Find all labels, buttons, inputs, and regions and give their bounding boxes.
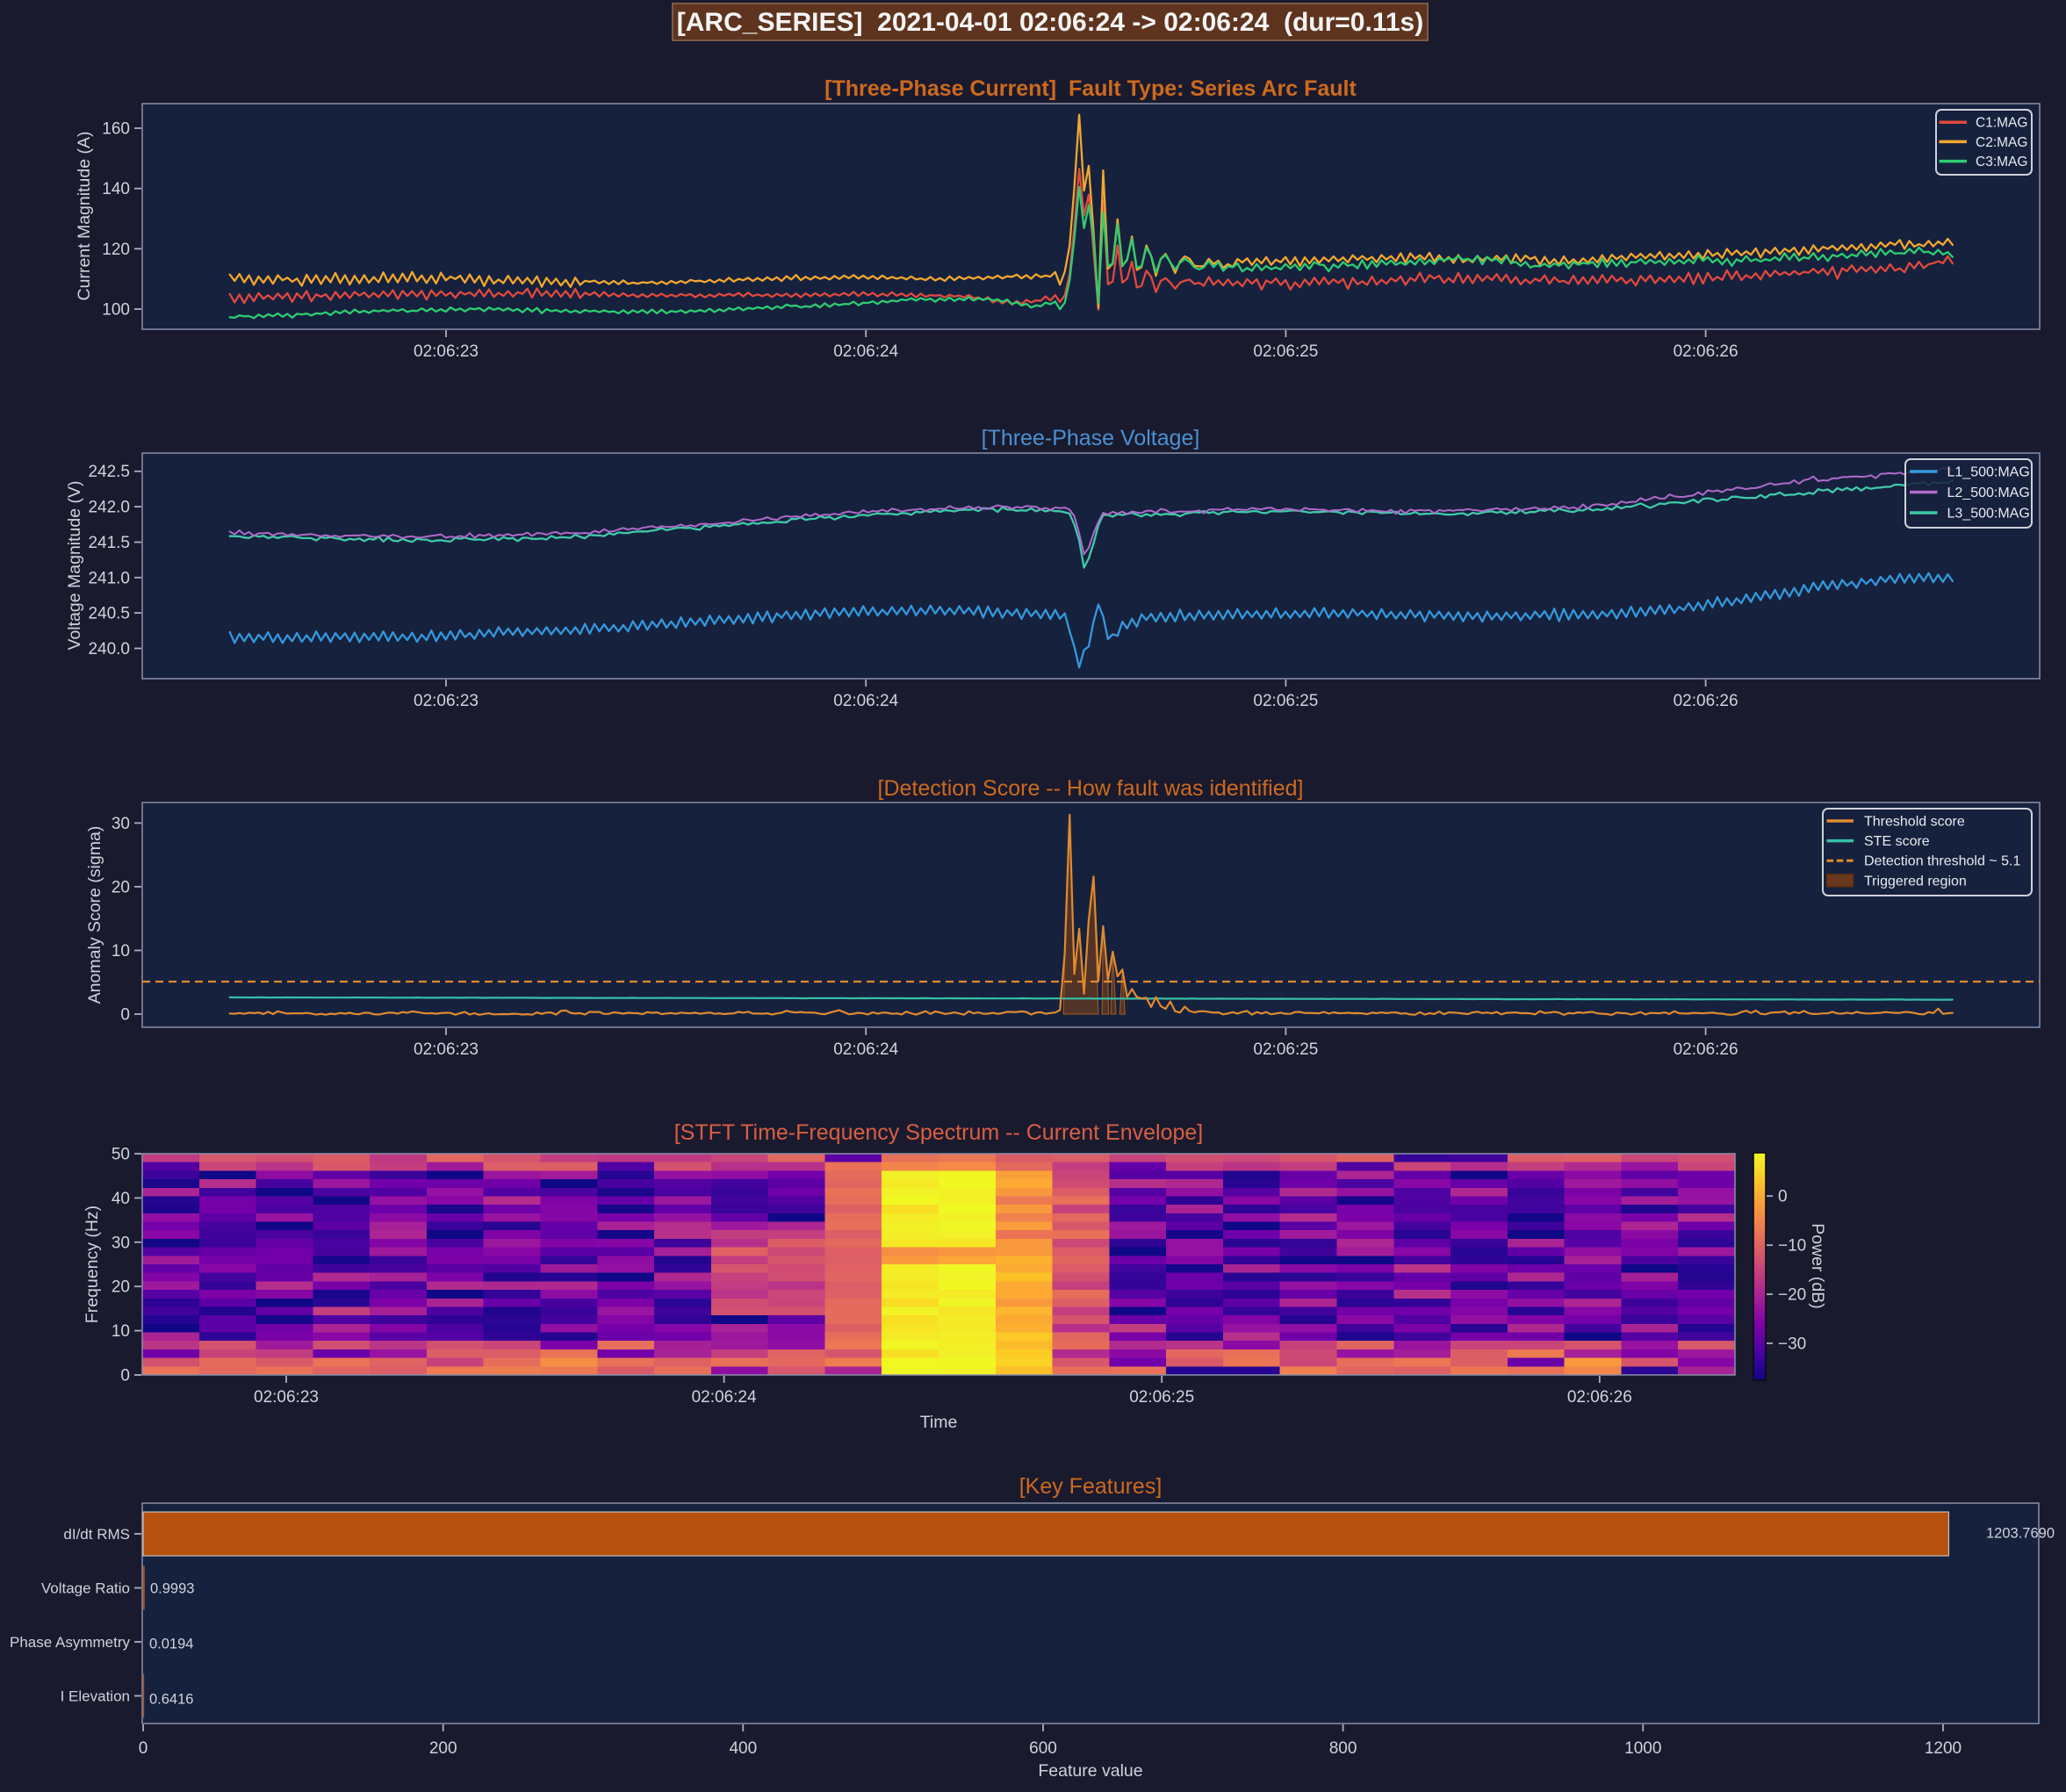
svg-text:02:06:24: 02:06:24 <box>692 1388 757 1407</box>
svg-text:20: 20 <box>112 1278 130 1297</box>
svg-text:10: 10 <box>112 942 130 961</box>
svg-text:[ARC_SERIES] 2021-04-01 02:06: [ARC_SERIES] 2021-04-01 02:06:24 -> 02:0… <box>677 8 1423 37</box>
svg-text:Triggered region: Triggered region <box>1864 874 1967 889</box>
svg-text:Power (dB): Power (dB) <box>1808 1223 1827 1309</box>
svg-text:Time: Time <box>920 1413 958 1432</box>
svg-text:−30: −30 <box>1778 1335 1806 1354</box>
svg-text:L1_500:MAG: L1_500:MAG <box>1947 465 2030 480</box>
svg-text:40: 40 <box>112 1190 130 1208</box>
svg-text:20: 20 <box>112 878 130 896</box>
svg-text:I Elevation: I Elevation <box>61 1688 130 1705</box>
svg-text:1000: 1000 <box>1624 1739 1661 1758</box>
svg-text:C1:MAG: C1:MAG <box>1976 116 2027 131</box>
svg-text:dI/dt RMS: dI/dt RMS <box>63 1526 130 1543</box>
svg-text:Threshold score: Threshold score <box>1864 815 1965 830</box>
svg-text:02:06:25: 02:06:25 <box>1253 1040 1318 1059</box>
svg-text:50: 50 <box>112 1146 130 1164</box>
svg-text:1200: 1200 <box>1925 1739 1962 1758</box>
svg-text:L3_500:MAG: L3_500:MAG <box>1947 507 2030 522</box>
svg-text:0.9993: 0.9993 <box>150 1581 194 1597</box>
svg-text:02:06:23: 02:06:23 <box>414 342 479 361</box>
svg-text:0.0194: 0.0194 <box>149 1637 193 1652</box>
svg-text:02:06:26: 02:06:26 <box>1674 692 1738 710</box>
svg-text:120: 120 <box>102 241 130 259</box>
svg-text:02:06:23: 02:06:23 <box>414 1040 479 1059</box>
svg-text:0: 0 <box>1778 1188 1788 1206</box>
svg-text:02:06:25: 02:06:25 <box>1253 692 1318 710</box>
svg-text:[Key Features]: [Key Features] <box>1019 1474 1163 1499</box>
svg-text:[Three-Phase Current] Fault T: [Three-Phase Current] Fault Type: Series… <box>824 76 1357 101</box>
svg-text:02:06:26: 02:06:26 <box>1674 1040 1738 1059</box>
svg-text:241.0: 241.0 <box>88 569 130 587</box>
svg-text:Frequency (Hz): Frequency (Hz) <box>83 1205 102 1323</box>
svg-text:0: 0 <box>120 1367 130 1385</box>
svg-text:140: 140 <box>102 180 130 198</box>
svg-text:242.5: 242.5 <box>88 463 130 481</box>
svg-text:02:06:24: 02:06:24 <box>833 342 898 361</box>
svg-text:30: 30 <box>112 815 130 833</box>
svg-text:02:06:25: 02:06:25 <box>1129 1388 1194 1407</box>
svg-text:400: 400 <box>729 1739 757 1758</box>
svg-text:STE score: STE score <box>1864 834 1930 849</box>
svg-text:Voltage Magnitude (V): Voltage Magnitude (V) <box>65 481 84 651</box>
svg-text:10: 10 <box>112 1322 130 1341</box>
svg-text:−10: −10 <box>1778 1237 1806 1256</box>
svg-text:C2:MAG: C2:MAG <box>1976 135 2027 150</box>
svg-text:600: 600 <box>1029 1739 1057 1758</box>
svg-text:Detection threshold ~ 5.1: Detection threshold ~ 5.1 <box>1864 854 2020 869</box>
svg-text:240.0: 240.0 <box>88 640 130 659</box>
svg-text:[STFT Time-Frequency Spectrum: [STFT Time-Frequency Spectrum -- Current… <box>674 1120 1204 1145</box>
svg-text:Phase Asymmetry: Phase Asymmetry <box>10 1634 130 1651</box>
svg-text:800: 800 <box>1329 1739 1357 1758</box>
svg-text:02:06:25: 02:06:25 <box>1253 342 1318 361</box>
svg-text:100: 100 <box>102 301 130 320</box>
svg-text:02:06:24: 02:06:24 <box>833 1040 898 1059</box>
svg-text:02:06:24: 02:06:24 <box>833 692 898 710</box>
svg-text:[Detection Score -- How fault: [Detection Score -- How fault was identi… <box>878 776 1304 801</box>
svg-text:0: 0 <box>120 1006 130 1025</box>
svg-text:Feature value: Feature value <box>1038 1761 1142 1781</box>
svg-text:02:06:23: 02:06:23 <box>254 1388 319 1407</box>
svg-text:Anomaly Score (sigma): Anomaly Score (sigma) <box>85 826 104 1004</box>
svg-text:0: 0 <box>139 1739 148 1758</box>
svg-text:02:06:23: 02:06:23 <box>414 692 479 710</box>
svg-text:0.6416: 0.6416 <box>149 1692 193 1708</box>
svg-text:Voltage Ratio: Voltage Ratio <box>41 1580 130 1597</box>
svg-text:240.5: 240.5 <box>88 605 130 623</box>
svg-text:30: 30 <box>112 1234 130 1252</box>
svg-text:160: 160 <box>102 120 130 139</box>
svg-text:L2_500:MAG: L2_500:MAG <box>1947 486 2030 500</box>
svg-text:1203.7690: 1203.7690 <box>1986 1526 2055 1542</box>
svg-text:Current Magnitude (A): Current Magnitude (A) <box>75 132 94 301</box>
svg-text:241.5: 241.5 <box>88 534 130 552</box>
svg-text:[Three-Phase Voltage]: [Three-Phase Voltage] <box>982 426 1200 450</box>
svg-text:200: 200 <box>429 1739 457 1758</box>
svg-text:−20: −20 <box>1778 1286 1806 1305</box>
svg-text:C3:MAG: C3:MAG <box>1976 155 2027 169</box>
svg-text:02:06:26: 02:06:26 <box>1674 342 1738 361</box>
svg-text:02:06:26: 02:06:26 <box>1567 1388 1632 1407</box>
svg-text:242.0: 242.0 <box>88 499 130 517</box>
